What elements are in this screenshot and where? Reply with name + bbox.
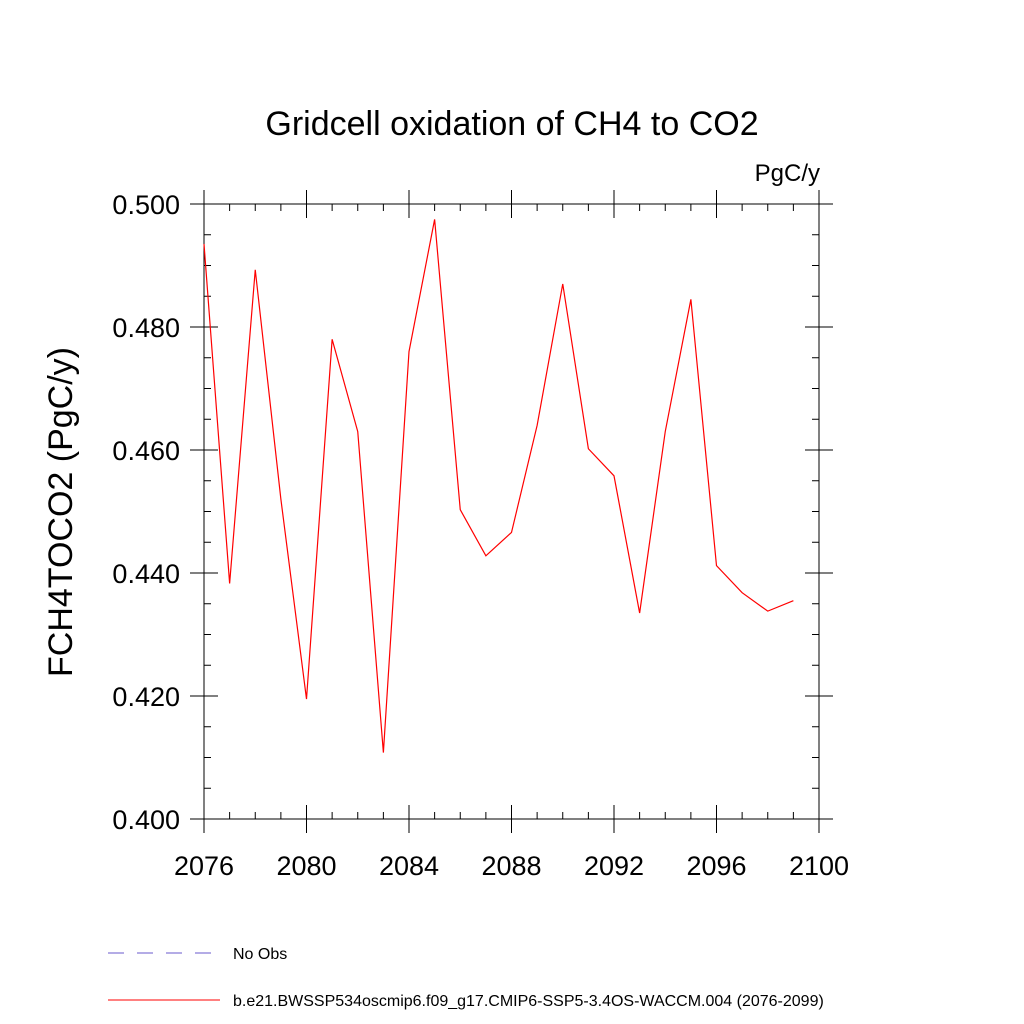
x-tick-label: 2100 bbox=[789, 851, 849, 881]
y-tick-label: 0.480 bbox=[112, 313, 180, 343]
legend: No Obs b.e21.BWSSP534oscmip6.f09_g17.CMIP… bbox=[108, 946, 824, 1010]
x-tick-label: 2092 bbox=[584, 851, 644, 881]
y-axis-label: FCH4TOCO2 (PgC/y) bbox=[42, 347, 80, 677]
legend-label: b.e21.BWSSP534oscmip6.f09_g17.CMIP6-SSP5… bbox=[233, 993, 824, 1010]
series-line bbox=[203, 219, 794, 753]
x-tick-label: 2088 bbox=[481, 851, 541, 881]
x-tick-label: 2084 bbox=[379, 851, 439, 881]
chart-title: Gridcell oxidation of CH4 to CO2 bbox=[265, 105, 758, 143]
legend-label: No Obs bbox=[233, 946, 287, 963]
x-tick-label: 2080 bbox=[276, 851, 336, 881]
y-tick-label: 0.420 bbox=[112, 682, 180, 712]
plot-series bbox=[203, 219, 794, 753]
y-tick-label: 0.500 bbox=[112, 190, 180, 220]
y-tick-label: 0.400 bbox=[112, 805, 180, 835]
axes: 2076 2080 2084 2088 2092 2096 2100 0.400 0.420 0.… bbox=[112, 190, 849, 881]
y-tick-label: 0.440 bbox=[112, 559, 180, 589]
plot-frame bbox=[203, 203, 820, 820]
x-tick-label: 2076 bbox=[174, 851, 234, 881]
x-tick-label: 2096 bbox=[686, 851, 746, 881]
y-tick-label: 0.460 bbox=[112, 436, 180, 466]
chart-units: PgC/y bbox=[755, 160, 820, 187]
